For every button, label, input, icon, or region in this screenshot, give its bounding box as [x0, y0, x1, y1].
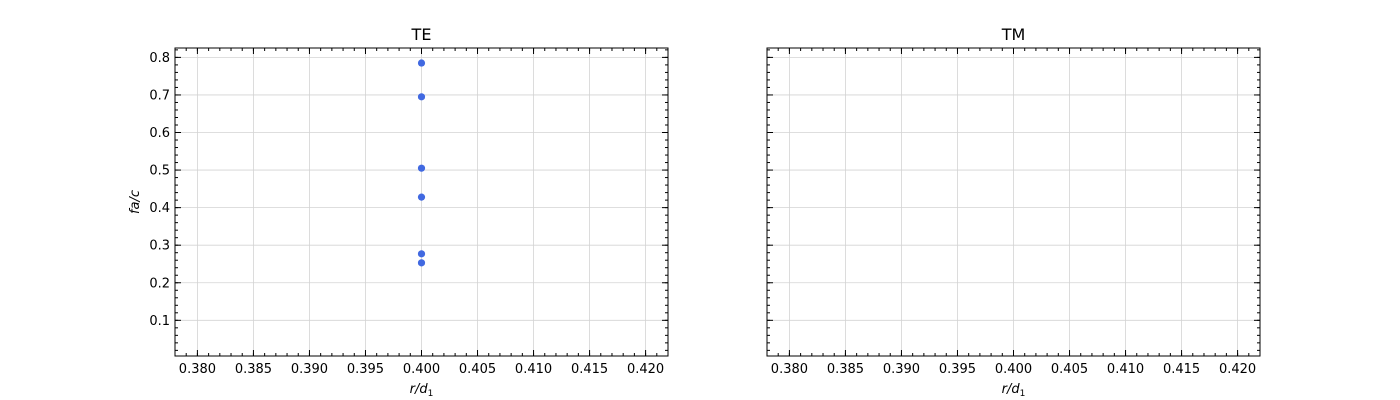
te-x-tick-label-0-390: 0.390: [291, 362, 328, 377]
te-x-axis-label: r/d1: [410, 382, 434, 399]
te-y-tick-label-0-3: 0.3: [149, 239, 170, 254]
tm-x-tick-label-0-405: 0.405: [1051, 362, 1088, 377]
te-title: TE: [411, 25, 432, 44]
te-y-tick-label-0-6: 0.6: [149, 126, 170, 141]
tm-grid: [767, 48, 1260, 356]
te-panel: TE 0.380 0.385 0.390 0.395 0.400 0.405 0.410 0.…: [128, 25, 669, 399]
tm-title: TM: [1001, 25, 1026, 44]
te-x-tick-label-0-410: 0.410: [515, 362, 552, 377]
tm-x-tick-label-0-420: 0.420: [1219, 362, 1256, 377]
te-x-tick-label-0-380: 0.380: [179, 362, 216, 377]
tm-x-tick-label-0-415: 0.415: [1163, 362, 1200, 377]
te-y-tick-label-0-1: 0.1: [149, 314, 170, 329]
te-data-point: [417, 164, 426, 172]
te-y-tick-label-0-4: 0.4: [149, 201, 170, 216]
te-data-point: [417, 93, 426, 101]
te-plot-frame: [174, 47, 669, 357]
te-y-tick-label-0-8: 0.8: [149, 51, 170, 66]
te-x-tick-label-0-405: 0.405: [459, 362, 496, 377]
tm-x-tick-label-0-390: 0.390: [883, 362, 920, 377]
tm-x-tick-label-0-395: 0.395: [939, 362, 976, 377]
te-y-axis-label: fa/c: [128, 190, 143, 214]
tm-x-tick-label-0-385: 0.385: [827, 362, 864, 377]
tm-plot-frame: [766, 47, 1261, 357]
te-data-point: [417, 250, 426, 258]
te-x-tick-label-0-385: 0.385: [235, 362, 272, 377]
te-x-tick-label-0-400: 0.400: [403, 362, 440, 377]
te-data-point: [417, 59, 426, 67]
te-y-tick-label-0-7: 0.7: [149, 88, 170, 103]
te-x-tick-label-0-395: 0.395: [347, 362, 384, 377]
te-y-tick-label-0-2: 0.2: [149, 276, 170, 291]
tm-x-tick-label-0-400: 0.400: [995, 362, 1032, 377]
te-data-point: [417, 259, 426, 267]
te-x-tick-label-0-420: 0.420: [627, 362, 664, 377]
tm-x-tick-label-0-380: 0.380: [771, 362, 808, 377]
tm-x-axis-label: r/d1: [1002, 382, 1026, 399]
te-data-point: [417, 193, 426, 201]
te-y-tick-label-0-5: 0.5: [149, 164, 170, 179]
te-x-tick-label-0-415: 0.415: [571, 362, 608, 377]
tm-x-tick-label-0-410: 0.410: [1107, 362, 1144, 377]
tm-panel: TM 0.380 0.385 0.390 0.395 0.400 0.405 0.410 0.…: [766, 25, 1261, 399]
